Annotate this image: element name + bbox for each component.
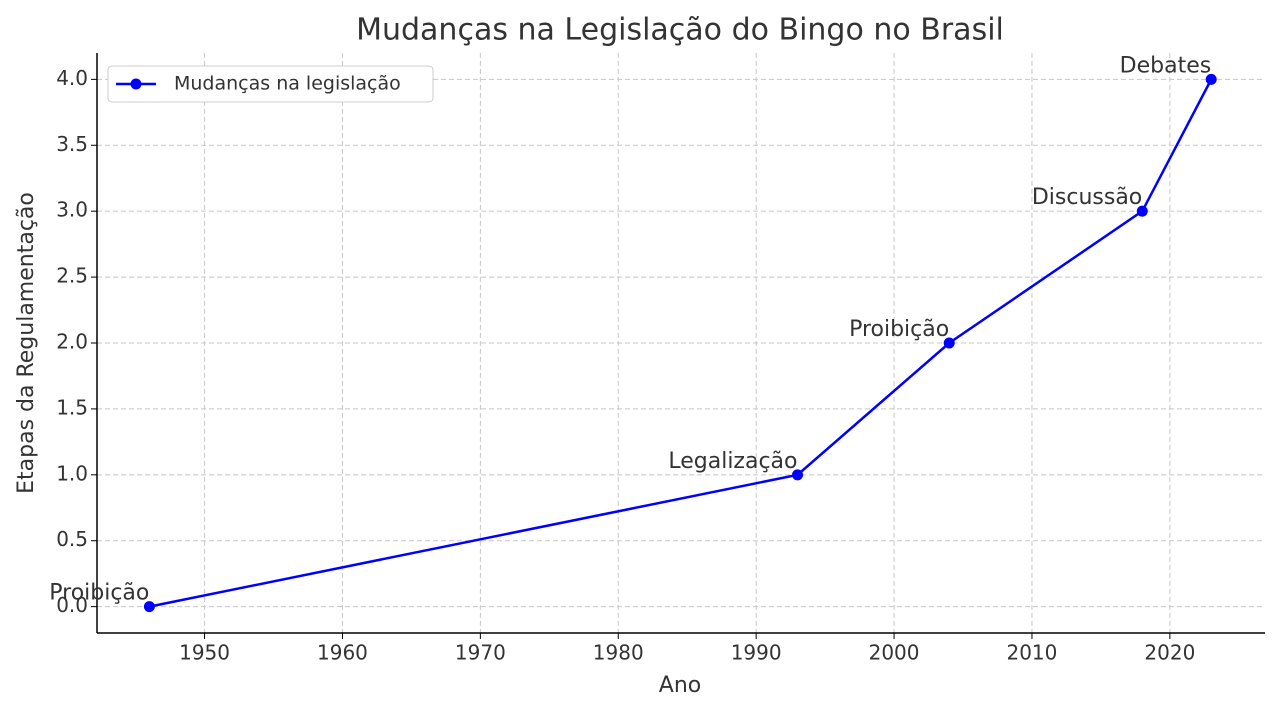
data-point [1136, 205, 1148, 217]
y-tick-label: 2.0 [56, 330, 88, 354]
point-label: Discussão [1032, 185, 1142, 210]
y-tick-label: 0.5 [56, 527, 88, 551]
data-point [143, 601, 155, 613]
x-tick-label: 2010 [1006, 641, 1057, 665]
legend-box [107, 65, 434, 103]
data-point [792, 469, 804, 481]
y-tick-label: 3.0 [56, 198, 88, 222]
x-tick-label: 1960 [317, 641, 368, 665]
point-label: Proibição [849, 317, 949, 342]
x-tick-label: 1970 [455, 641, 506, 665]
legend: Mudanças na legislação [107, 65, 434, 103]
x-tick-label: 1990 [731, 641, 782, 665]
y-axis-label: Etapas da Regulamentação [14, 192, 39, 494]
point-label: Legalização [668, 449, 797, 474]
x-tick-label: 2000 [869, 641, 920, 665]
data-point [1205, 73, 1217, 85]
data-point [943, 337, 955, 349]
point-label: Proibição [49, 581, 149, 606]
y-tick-label: 1.0 [56, 461, 88, 485]
x-tick-label: 1980 [593, 641, 644, 665]
point-label: Debates [1120, 53, 1212, 78]
x-tick-label: 2020 [1144, 641, 1195, 665]
y-tick-label: 4.0 [56, 66, 88, 90]
chart-title: Mudanças na Legislação do Bingo no Brasi… [356, 13, 1004, 48]
x-axis-label: Ano [659, 673, 701, 698]
y-tick-label: 2.5 [56, 264, 88, 288]
legend-label: Mudanças na legislação [174, 73, 401, 95]
y-tick-label: 1.5 [56, 395, 88, 419]
y-tick-label: 0.0 [56, 593, 88, 617]
x-tick-label: 1950 [179, 641, 230, 665]
y-tick-label: 3.5 [56, 132, 88, 156]
legend-marker [130, 78, 142, 90]
